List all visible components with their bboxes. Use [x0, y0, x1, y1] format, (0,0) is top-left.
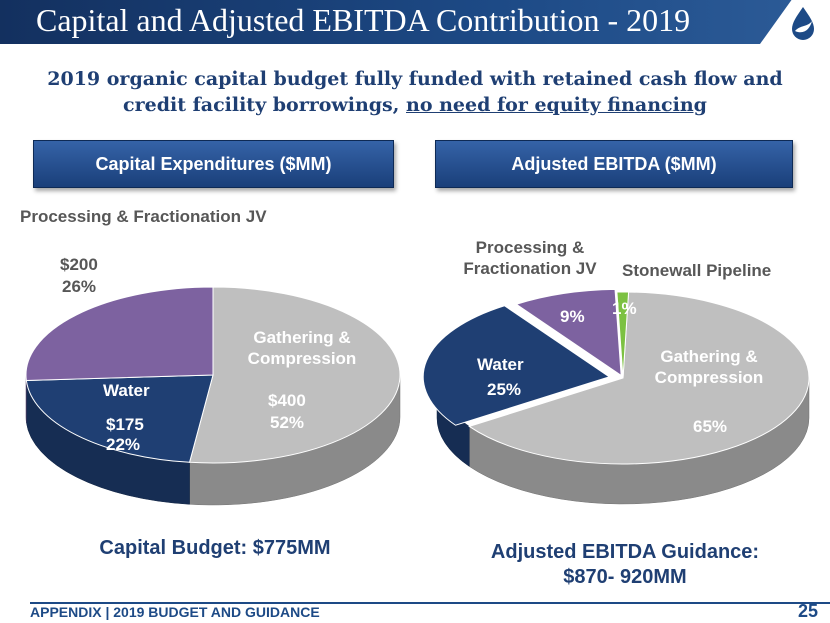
pie-slice-processing	[25, 286, 214, 382]
page-number: 25	[797, 601, 818, 621]
ebitda-percent-gathering: 65%	[693, 417, 728, 436]
capex-percent-gathering: 52%	[270, 413, 305, 432]
capex-percent-water: 22%	[106, 435, 141, 454]
ebitda-caption-line-1: Adjusted EBITDA Guidance:	[490, 541, 760, 563]
ebitda-label-processing: Processing & Fractionation JV	[463, 238, 597, 278]
pie-slice-water	[422, 305, 611, 426]
page-title: Capital and Adjusted EBITDA Contribution…	[36, 2, 691, 38]
pie-slice-water	[25, 374, 214, 463]
capex-header: Capital Expenditures ($MM)	[33, 140, 394, 188]
ebitda-caption: Adjusted EBITDA Guidance: $870- 920MM	[440, 540, 810, 590]
ebitda-percent-stonewall: 1%	[612, 299, 637, 318]
ebitda-header: Adjusted EBITDA ($MM)	[435, 140, 793, 188]
pie-slice-stonewall	[616, 291, 630, 379]
pie-slice-gathering	[188, 286, 401, 464]
subtitle-line-2: credit facility borrowings, no need for …	[0, 92, 830, 118]
title-bar	[0, 0, 830, 44]
pie-slice-gathering	[468, 291, 810, 465]
subtitle-underlined-text: no need for equity financing	[406, 94, 707, 116]
subtitle-line-2-prefix: credit facility borrowings,	[123, 94, 400, 116]
capex-label-gathering: Gathering & Compression	[247, 328, 357, 368]
ebitda-label-gathering: Gathering & Compression	[654, 347, 764, 387]
capex-value-water: $175	[106, 415, 144, 434]
capex-percent-processing: 26%	[62, 277, 97, 296]
ebitda-label-water: Water	[477, 355, 524, 374]
capex-caption: Capital Budget: $775MM	[99, 537, 331, 559]
subtitle: 2019 organic capital budget fully funded…	[0, 66, 830, 118]
ebitda-pie-chart	[422, 288, 810, 505]
company-logo-icon	[792, 7, 814, 40]
subtitle-line-1: 2019 organic capital budget fully funded…	[47, 68, 783, 90]
footer-section-label: APPENDIX | 2019 BUDGET AND GUIDANCE	[30, 604, 320, 620]
ebitda-label-stonewall: Stonewall Pipeline	[622, 261, 772, 280]
capex-pie-chart	[25, 286, 401, 506]
capex-label-processing: Processing & Fractionation JV	[20, 207, 267, 226]
pie-slice-processing	[515, 288, 622, 377]
footer-divider	[30, 602, 830, 604]
capex-label-water: Water	[103, 381, 150, 400]
capex-value-processing: $200	[60, 255, 98, 274]
ebitda-percent-processing: 9%	[560, 307, 585, 326]
ebitda-caption-line-2: $870- 920MM	[563, 566, 687, 588]
ebitda-percent-water: 25%	[487, 380, 522, 399]
capex-value-gathering: $400	[268, 391, 306, 410]
